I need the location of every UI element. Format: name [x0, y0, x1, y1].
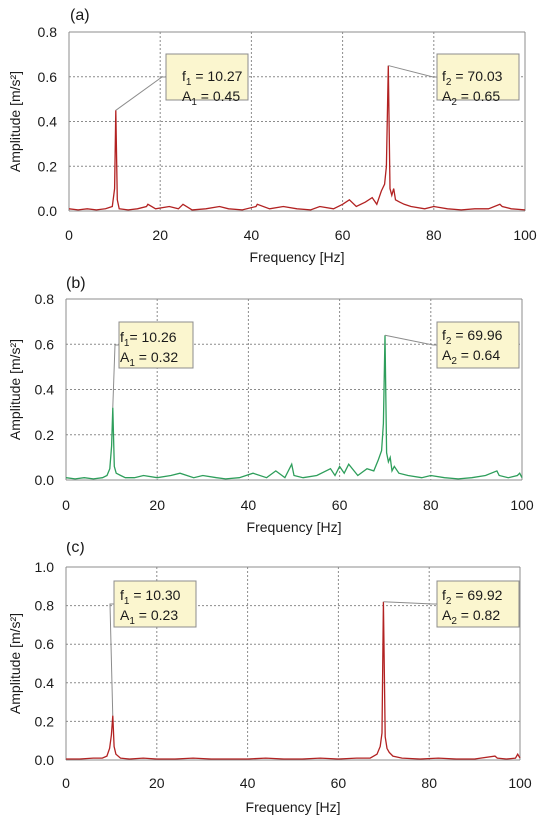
- leader-line: [384, 334, 437, 346]
- peak-amplitude-label: A2 = 0.82: [442, 607, 500, 627]
- x-tick-label: 0: [65, 227, 73, 243]
- peak-amplitude-label: A2 = 0.64: [442, 347, 500, 367]
- y-tick-label: 0.4: [35, 675, 55, 691]
- y-tick-label: 0.6: [35, 636, 55, 652]
- x-tick-label: 60: [332, 497, 348, 513]
- y-tick-label: 0.4: [35, 382, 55, 398]
- peak-amplitude-label: A1 = 0.23: [120, 607, 178, 627]
- peak-frequency-label: f2 = 69.96: [442, 327, 503, 347]
- panel-label: (a): [70, 7, 90, 24]
- peak-frequency-label: f2 = 69.92: [442, 587, 503, 607]
- y-tick-label: 0.0: [35, 752, 55, 768]
- peak-amplitude-label: A1 = 0.32: [120, 349, 178, 369]
- y-tick-label: 0.8: [35, 291, 55, 307]
- x-tick-label: 40: [244, 227, 260, 243]
- x-axis-title: Frequency [Hz]: [246, 799, 341, 815]
- y-tick-label: 0.2: [38, 158, 58, 174]
- y-tick-label: 0.8: [38, 24, 58, 40]
- y-tick-label: 0.0: [38, 203, 58, 219]
- x-tick-label: 0: [62, 497, 70, 513]
- y-axis-title: Amplitude [m/s²]: [7, 339, 23, 440]
- x-tick-label: 80: [426, 227, 442, 243]
- x-axis-title: Frequency [Hz]: [250, 249, 345, 265]
- x-tick-label: 80: [423, 497, 439, 513]
- y-tick-label: 0.2: [35, 713, 55, 729]
- spectrum-panel-b: (b) 0 20 40 60 80 100 0.0 0.2 0.4 0.6 0.8 Frequency …: [0, 270, 550, 542]
- y-axis-title: Amplitude [m/s²]: [7, 613, 23, 714]
- x-tick-label: 20: [149, 775, 165, 791]
- y-tick-label: 0.8: [35, 598, 55, 614]
- x-tick-label: 0: [62, 775, 70, 791]
- leader-line: [112, 344, 119, 408]
- y-axis-title: Amplitude [m/s²]: [7, 71, 23, 172]
- x-tick-label: 40: [241, 497, 257, 513]
- peak-frequency-label: f1 = 10.30: [120, 587, 181, 607]
- x-tick-label: 100: [508, 775, 532, 791]
- x-axis-title: Frequency [Hz]: [247, 519, 342, 535]
- annotation-box: [113, 580, 197, 628]
- panel-label: (c): [66, 542, 85, 556]
- spectrum-chart-c: (c) 0 20 40 60 80 100 0.0 0.2 0.4 0.6 0.8 1.0 Frequen…: [7, 542, 532, 815]
- peak-frequency-label: f2 = 70.03: [442, 68, 503, 88]
- y-tick-label: 0.6: [35, 336, 55, 352]
- annotation-box: [118, 321, 194, 369]
- y-tick-label: 0.0: [35, 472, 55, 488]
- spectrum-chart-b: (b) 0 20 40 60 80 100 0.0 0.2 0.4 0.6 0.8 Frequency …: [7, 275, 534, 535]
- leader-line: [109, 603, 114, 716]
- peak-frequency-label: f1= 10.26: [120, 329, 177, 349]
- x-tick-label: 100: [513, 227, 537, 243]
- spectrum-panel-a: (a) 0 20 40 60 80 100 0.0 0.2 0.4 0.6 0.8 Frequency …: [0, 0, 550, 270]
- y-tick-label: 0.6: [38, 69, 58, 85]
- spectrum-panel-c: (c) 0 20 40 60 80 100 0.0 0.2 0.4 0.6 0.8 1.0 Frequen…: [0, 542, 550, 819]
- annotation-box: [165, 53, 249, 101]
- leader-line: [383, 601, 437, 605]
- annotation-box: [436, 321, 520, 369]
- peak-frequency-label: f1 = 10.27: [182, 68, 243, 88]
- peak-amplitude-label: A1 = 0.45: [182, 88, 240, 108]
- panel-label: (b): [66, 275, 86, 292]
- annotation-box: [436, 580, 520, 628]
- spectrum-line: [68, 65, 526, 211]
- leader-line: [115, 76, 166, 111]
- y-tick-label: 0.4: [38, 114, 58, 130]
- spectrum-chart-a: (a) 0 20 40 60 80 100 0.0 0.2 0.4 0.6 0.8 Frequency …: [7, 7, 537, 265]
- x-tick-label: 60: [335, 227, 351, 243]
- spectrum-line: [66, 601, 521, 760]
- spectrum-line: [65, 335, 523, 480]
- peak-amplitude-label: A2 = 0.65: [442, 88, 500, 108]
- x-tick-label: 20: [152, 227, 168, 243]
- x-tick-label: 80: [421, 775, 437, 791]
- x-tick-label: 40: [240, 775, 256, 791]
- leader-line: [388, 65, 437, 78]
- x-tick-label: 100: [510, 497, 534, 513]
- x-tick-label: 20: [149, 497, 165, 513]
- y-tick-label: 0.2: [35, 427, 55, 443]
- x-tick-label: 60: [331, 775, 347, 791]
- y-tick-label: 1.0: [35, 559, 55, 575]
- annotation-box: [436, 53, 520, 101]
